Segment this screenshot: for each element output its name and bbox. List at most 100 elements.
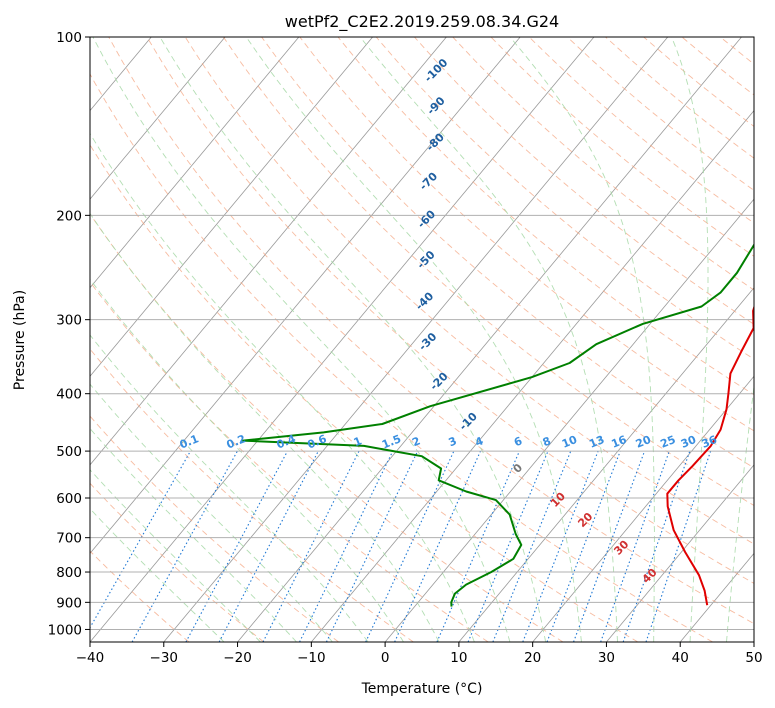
y-tick-label: 300: [56, 313, 82, 329]
mixing-ratio-line: [90, 450, 191, 629]
moist-adiabat-line: [90, 469, 261, 642]
x-tick-label: 40: [672, 650, 689, 666]
x-tick-label: −40: [76, 650, 105, 666]
dewpoint-line: [242, 243, 754, 607]
moist-adiabat-line: [726, 382, 754, 642]
dry-adiabat-line: [90, 348, 414, 642]
y-tick-label: 1000: [48, 622, 82, 638]
dry-adiabat-line: [90, 281, 489, 642]
dry-adiabat-line: [643, 37, 754, 127]
mixing-ratio-label: 20: [634, 433, 653, 451]
isotherm-line: [311, 109, 754, 642]
mixing-ratio-line: [622, 450, 691, 642]
dry-adiabat-line: [528, 37, 754, 224]
moist-adiabat-line: [90, 427, 297, 642]
y-tick-label: 400: [56, 387, 82, 403]
dry-adiabat-line: [758, 37, 775, 642]
x-tick-label: −20: [223, 650, 252, 666]
y-tick-label: 800: [56, 565, 82, 581]
mixing-ratio-label: 0.1: [178, 432, 201, 451]
mixing-ratio-line: [573, 450, 646, 642]
isotherm-line: [384, 198, 754, 642]
y-tick-label: 500: [56, 444, 82, 460]
isotherm-line: [90, 37, 521, 555]
moist-adiabat-line: [90, 132, 475, 642]
y-axis-label: Pressure (hPa): [12, 290, 28, 390]
isotherm-line: [458, 287, 754, 642]
dry-adiabat-line: [337, 37, 754, 396]
mixing-ratio-line: [299, 450, 394, 642]
y-tick-label: 900: [56, 595, 82, 611]
y-axis: 100 200 300 400 500 600 700 800 900 1000: [48, 30, 90, 638]
dry-adiabat-line: [90, 73, 713, 642]
isotherm-line: [532, 375, 754, 642]
mixing-ratio-line: [645, 450, 712, 642]
mixing-ratio-label: 0.2: [225, 432, 248, 451]
theta-label: -10: [457, 410, 480, 433]
isotherm-line: [90, 37, 595, 642]
mixing-ratio-label: 16: [609, 433, 628, 451]
theta-label: -30: [416, 330, 439, 353]
temperature-line: [666, 304, 754, 606]
background-lines: [0, 37, 775, 642]
moist-adiabat-line: [90, 278, 404, 642]
mixing-ratio-line: [492, 450, 572, 642]
isotherm-line: [237, 37, 742, 642]
theta-label: -50: [414, 248, 437, 271]
mixing-ratio-line: [365, 450, 455, 642]
dry-adiabat-line: [681, 37, 754, 96]
mixing-ratio-label: 1.5: [380, 432, 403, 451]
mixing-ratio-label: 8: [541, 434, 553, 449]
y-tick-label: 600: [56, 491, 82, 507]
x-axis: −40 −30 −20 −10 0 10 20 30 40 50: [76, 642, 763, 666]
x-tick-label: 30: [598, 650, 615, 666]
x-tick-label: −30: [150, 650, 179, 666]
isotherm-line: [90, 37, 300, 289]
y-tick-label: 100: [56, 30, 82, 46]
mixing-ratio-label: 30: [679, 433, 698, 451]
mixing-ratio-line: [467, 450, 549, 642]
mixing-ratio-label: 1: [352, 434, 364, 449]
profile-series: [242, 243, 754, 607]
moist-adiabat-line: [90, 334, 369, 642]
mixing-ratio-label: 10: [560, 433, 579, 451]
chart-title: wetPf2_C2E2.2019.259.08.34.G24: [285, 12, 559, 32]
isotherm-line: [606, 464, 754, 642]
theta-label: 40: [640, 566, 660, 586]
mixing-ratio-line: [522, 450, 599, 642]
theta-label: -90: [424, 94, 447, 117]
x-tick-label: 0: [381, 650, 390, 666]
dry-adiabat-line: [299, 37, 754, 432]
mixing-ratio-label: 3: [447, 434, 459, 449]
plot-frame: [89, 36, 755, 643]
dry-adiabat-line: [90, 482, 265, 642]
isotherm-line: [0, 37, 4, 642]
dry-adiabat-line: [90, 213, 564, 642]
isotherm-line: [90, 37, 226, 200]
moist-adiabat-line: [509, 37, 655, 642]
moist-adiabat-line: [90, 383, 333, 642]
dry-adiabat-line: [414, 37, 754, 325]
moist-adiabat-line: [90, 508, 225, 642]
mixing-ratio-line: [131, 450, 238, 642]
pressure-grid: [90, 37, 754, 630]
x-tick-label: −10: [297, 650, 326, 666]
theta-label: -80: [424, 130, 447, 153]
moist-adiabat-line: [92, 37, 511, 642]
mixing-ratio-line: [436, 450, 520, 642]
x-tick-label: 50: [745, 650, 762, 666]
theta-label: -70: [417, 170, 440, 193]
dry-adiabat-line: [90, 550, 190, 642]
dry-adiabat-line: [184, 37, 754, 545]
theta-label: 20: [575, 510, 595, 530]
mixing-ratio-line: [600, 450, 670, 642]
y-tick-label: 200: [56, 208, 82, 224]
theta-label: -100: [422, 56, 451, 85]
theta-label: 10: [548, 490, 568, 510]
x-tick-label: 20: [524, 650, 541, 666]
isotherm-line: [90, 37, 447, 466]
isotherm-line: [163, 37, 669, 642]
mixing-ratio-line: [394, 450, 482, 642]
mixing-ratio-label: 13: [587, 433, 606, 451]
